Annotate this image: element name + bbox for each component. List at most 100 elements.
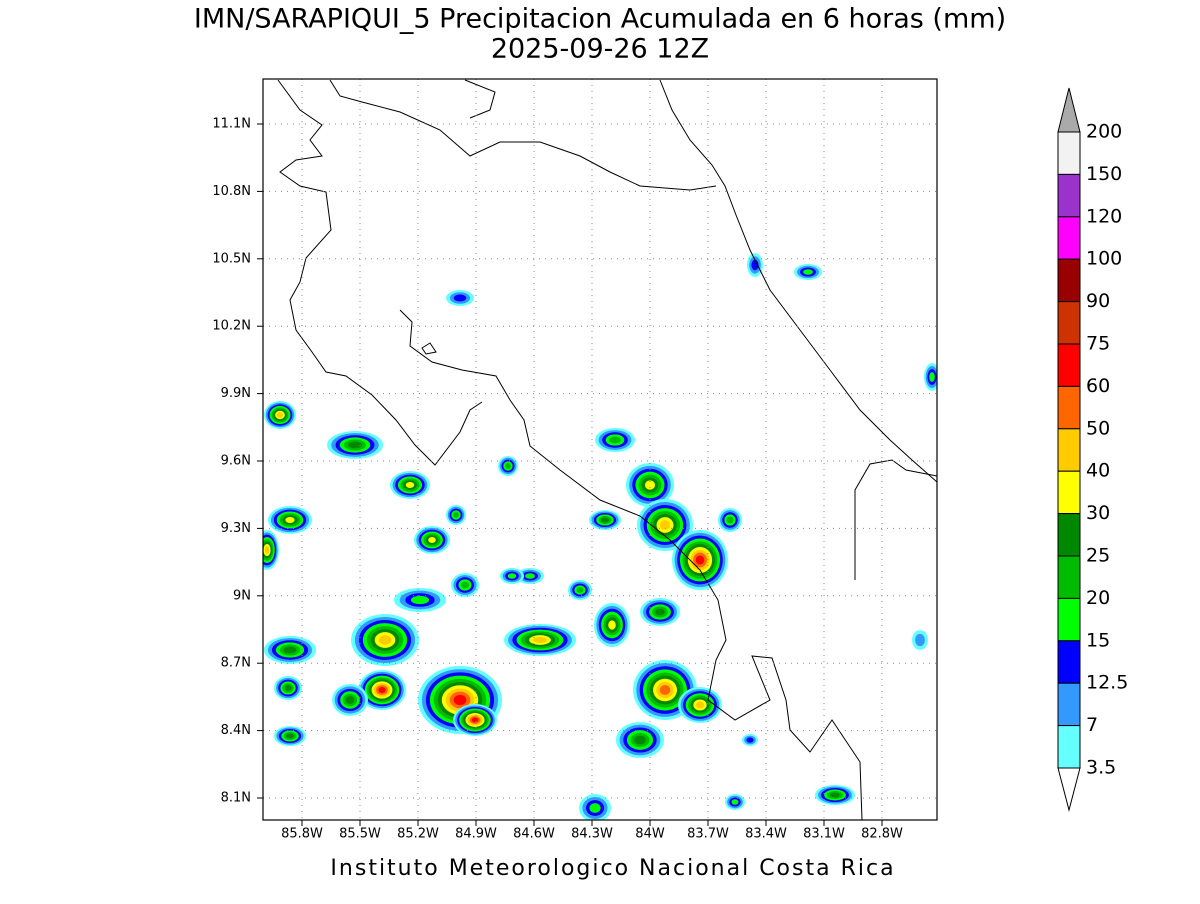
precip-contour (461, 581, 469, 589)
legend-label: 90 (1086, 290, 1110, 312)
map-frame (262, 78, 938, 821)
lat-label: 8.1N (221, 791, 251, 806)
precip-contour (655, 608, 665, 616)
legend-swatch (1057, 216, 1081, 260)
caribbean-coast (659, 79, 937, 483)
precip-contour (285, 517, 295, 523)
lon-label: 84.3W (571, 827, 613, 842)
legend-swatch (1057, 682, 1081, 727)
precip-contour (286, 733, 294, 739)
precip-contour (695, 555, 705, 565)
precip-contour (283, 646, 297, 654)
color-legend: 200 150 120 100 90 75 60 50 40 30 25 20 15 12.5 7 3.5 (1057, 87, 1128, 812)
precip-contour (410, 595, 430, 605)
precip-contour (695, 701, 705, 709)
lat-label: 9N (233, 588, 251, 603)
precip-contour (634, 735, 646, 745)
legend-label: 75 (1086, 333, 1110, 355)
lon-label: 83.7W (687, 827, 729, 842)
lat-label: 9.9N (221, 386, 251, 401)
legend-swatch (1057, 131, 1081, 175)
legend-swatch (1057, 428, 1081, 472)
legend-label: 25 (1086, 545, 1110, 567)
lat-label: 10.5N (212, 251, 251, 266)
precip-contour (609, 436, 621, 444)
precip-contour (726, 516, 734, 524)
gulf-coast (399, 309, 863, 820)
title: IMN/SARAPIQUI_5 Precipitacion Acumulada … (194, 4, 1006, 35)
panama-border (854, 459, 937, 580)
precip-contour (644, 480, 656, 490)
precip-contour (453, 512, 459, 518)
grid: 11.1N 10.8N 10.5N 10.2N 9.9N 9.6N 9.3N 9N 8.7N 8.… (212, 79, 937, 842)
legend-label: 50 (1086, 417, 1110, 439)
precip-contour (284, 685, 292, 691)
lat-label: 9.3N (221, 521, 251, 536)
precip-contour (915, 633, 925, 647)
legend-label: 150 (1086, 163, 1122, 185)
lon-label: 85.5W (339, 827, 381, 842)
legend-over (1057, 87, 1081, 133)
precip-contour (929, 372, 935, 382)
legend-swatch (1057, 385, 1081, 430)
lon-label: 83.1W (803, 827, 845, 842)
northern-border (329, 79, 717, 191)
precip-contour (830, 792, 840, 798)
legend-label: 12.5 (1086, 672, 1128, 694)
precip-contour (659, 520, 671, 530)
lon-label: 84.6W (513, 827, 555, 842)
precip-contour (405, 482, 415, 488)
legend-label: 7 (1086, 714, 1098, 736)
precip-contour (505, 463, 511, 469)
legend-label: 15 (1086, 629, 1110, 651)
legend-under (1057, 767, 1081, 812)
legend-label: 120 (1086, 205, 1122, 227)
precip-contour (453, 294, 467, 302)
lon-label: 82.8W (861, 827, 903, 842)
pacific-coast (277, 79, 483, 466)
precip-contour (471, 717, 479, 723)
legend-swatch (1057, 513, 1081, 557)
legend-swatch (1057, 258, 1081, 303)
precip-contour (751, 259, 759, 271)
lon-label: 84.9W (455, 827, 497, 842)
precip-contour (264, 546, 270, 554)
legend-label: 30 (1086, 502, 1110, 524)
precip-contour (378, 686, 386, 694)
precip-contour (378, 635, 392, 645)
precip-contour (453, 694, 467, 706)
lon-label: 85.2W (397, 827, 439, 842)
legend-label: 200 (1086, 121, 1122, 143)
lake-shore (464, 79, 496, 119)
legend-swatch (1057, 173, 1081, 218)
precip-contour (659, 685, 671, 695)
precip-contour (746, 737, 754, 743)
lat-label: 9.6N (221, 454, 251, 469)
precip-contour (589, 803, 601, 813)
lon-label: 83.4W (745, 827, 787, 842)
lat-label: 8.4N (221, 723, 251, 738)
footer: Instituto Meteorologico Nacional Costa R… (330, 856, 895, 881)
legend-swatch (1057, 470, 1081, 515)
precip-field (263, 253, 937, 820)
precip-contour (525, 573, 535, 579)
legend-label: 3.5 (1086, 757, 1116, 779)
legend-label: 60 (1086, 375, 1110, 397)
precip-contour (608, 620, 616, 630)
legend-swatch (1057, 301, 1081, 345)
precip-contour (576, 587, 584, 593)
precip-contour (533, 637, 547, 643)
legend-swatch (1057, 597, 1081, 642)
legend-label: 20 (1086, 587, 1110, 609)
lat-label: 8.7N (221, 656, 251, 671)
lon-label: 84W (635, 827, 665, 842)
precip-contour (277, 412, 283, 418)
precip-contour (601, 517, 609, 523)
island (421, 342, 437, 355)
precip-contour (428, 537, 436, 543)
lon-label: 85.8W (281, 827, 323, 842)
precip-contour (348, 441, 362, 449)
legend-swatch (1057, 343, 1081, 387)
precip-contour (345, 696, 355, 704)
